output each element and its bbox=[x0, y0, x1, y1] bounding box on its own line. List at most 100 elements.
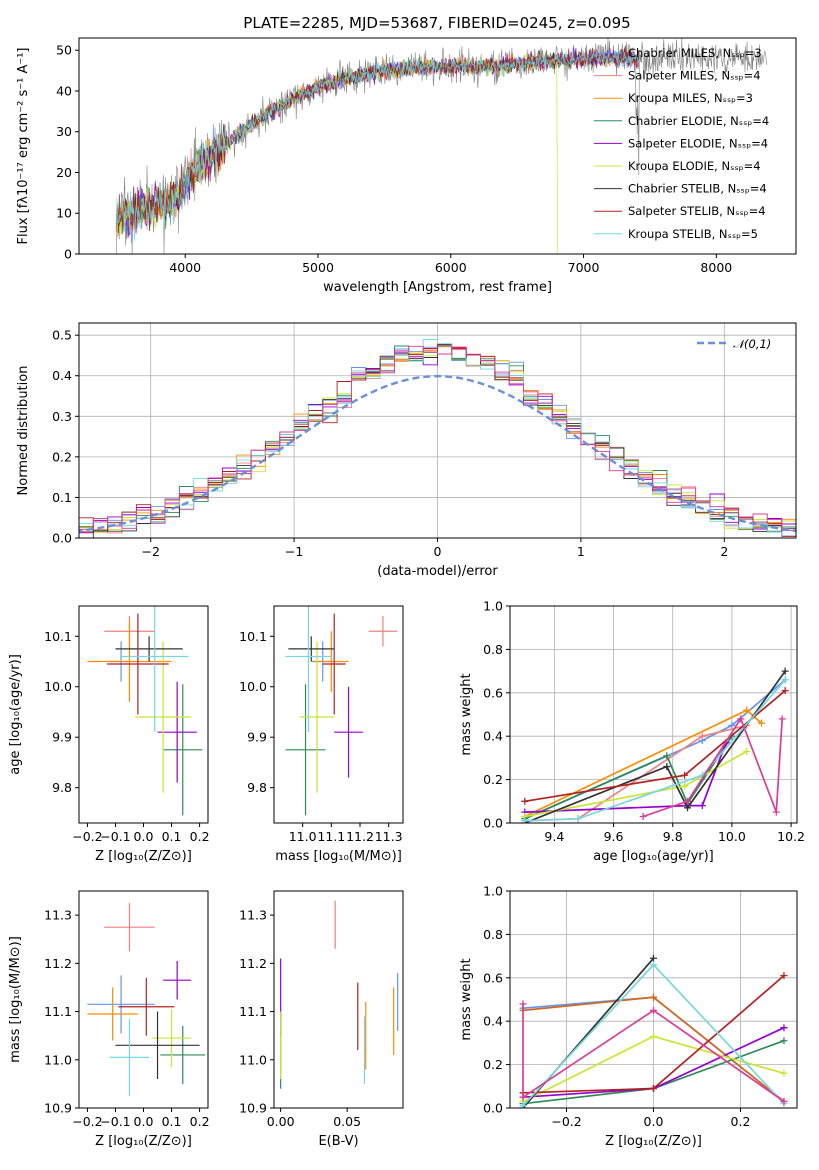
y-tick-label: 11.0 bbox=[44, 1052, 72, 1067]
weight-marker bbox=[780, 1037, 788, 1045]
y-tick-label: 10.0 bbox=[44, 679, 72, 694]
y-tick-label: 10.1 bbox=[44, 629, 72, 644]
y-tick-label: 1.0 bbox=[483, 884, 503, 899]
weight_vs_age-xlabel: age [log₁₀(age/yr)] bbox=[593, 849, 714, 864]
weight-marker bbox=[650, 954, 657, 962]
errorbar-point bbox=[163, 960, 192, 1000]
x-tick-label: 0.2 bbox=[731, 1114, 751, 1129]
x-tick-label: 0 bbox=[434, 544, 442, 559]
errorbar-point bbox=[285, 684, 326, 816]
mass_vs_EBV-plot-area bbox=[280, 900, 399, 1089]
x-tick-label: 0.1 bbox=[162, 829, 182, 844]
spectrum-frame bbox=[78, 37, 797, 255]
spectrum-xlabel: wavelength [Angstrom, rest frame] bbox=[323, 280, 552, 295]
weight-marker bbox=[663, 763, 671, 771]
errorbar-point bbox=[87, 987, 138, 1041]
legend-label: Salpeter MILES, Nₛₛₚ=4 bbox=[628, 69, 761, 83]
y-tick-label: 0.1 bbox=[52, 490, 72, 505]
weight-marker bbox=[663, 752, 671, 760]
weight-marker bbox=[519, 1093, 527, 1101]
errorbar-point bbox=[163, 684, 203, 816]
weight-marker bbox=[574, 815, 582, 823]
weight-marker bbox=[650, 1084, 657, 1092]
x-tick-label: 9.6 bbox=[604, 829, 624, 844]
errorbar-point bbox=[104, 903, 155, 952]
weight-line bbox=[524, 735, 733, 820]
errorbar-point bbox=[135, 641, 192, 793]
age_vs_Z-frame bbox=[78, 605, 209, 824]
weight-marker bbox=[521, 817, 529, 823]
y-tick-label: 50 bbox=[56, 43, 72, 58]
weight-marker bbox=[650, 1006, 657, 1014]
y-tick-label: 9.9 bbox=[52, 730, 72, 745]
weight-marker bbox=[519, 1102, 527, 1108]
y-tick-label: 0.8 bbox=[483, 927, 503, 942]
age_vs_mass-frame bbox=[273, 605, 404, 824]
x-tick-label: 4000 bbox=[169, 260, 201, 275]
age_vs_Z-xlabel: Z [log₁₀(Z/Z⊙)] bbox=[95, 849, 192, 864]
x-tick-label: 8000 bbox=[700, 260, 732, 275]
x-tick-label: −1 bbox=[285, 544, 303, 559]
y-tick-label: 10.1 bbox=[239, 629, 267, 644]
weight_vs_Z-ylabel: mass weight bbox=[459, 958, 474, 1040]
mass_vs_Z-plot-area bbox=[87, 903, 206, 1096]
y-tick-label: 11.1 bbox=[44, 1004, 72, 1019]
x-tick-label: −0.1 bbox=[100, 829, 130, 844]
y-tick-label: 0.8 bbox=[483, 642, 503, 657]
errorbar-point bbox=[314, 631, 349, 692]
x-tick-label: 0.0 bbox=[644, 1114, 664, 1129]
y-tick-label: 30 bbox=[56, 124, 72, 139]
legend-label: 𝒩(0,1) bbox=[733, 337, 771, 351]
y-tick-label: 11.2 bbox=[44, 956, 72, 971]
x-tick-label: −0.1 bbox=[100, 1114, 130, 1129]
residuals-axes: −2 −1 0 1 2 0.0 0.1 0.2 0.3 0.4 0.5 (data-model)/er… bbox=[16, 322, 797, 579]
weight-marker bbox=[772, 808, 780, 816]
legend-label: Chabrier ELODIE, Nₛₛₚ=4 bbox=[628, 114, 769, 128]
x-tick-label: 11.3 bbox=[375, 829, 403, 844]
y-tick-label: 11.3 bbox=[239, 908, 267, 923]
y-tick-label: 0.4 bbox=[483, 1014, 503, 1029]
x-tick-label: 0.0 bbox=[134, 829, 154, 844]
weight-marker bbox=[778, 715, 786, 723]
spectrum-axes: 4000 5000 6000 7000 8000 0 10 20 30 40 50 wavelengt… bbox=[16, 37, 797, 295]
y-tick-label: 9.8 bbox=[52, 780, 72, 795]
weight-line bbox=[524, 670, 786, 823]
residual-histogram bbox=[79, 345, 796, 531]
weight_vs_Z-xlabel: Z [log₁₀(Z/Z⊙)] bbox=[605, 1134, 702, 1149]
y-tick-label: 9.8 bbox=[247, 780, 267, 795]
spectrum-plot-area bbox=[115, 38, 768, 254]
x-tick-label: −0.2 bbox=[72, 829, 102, 844]
mass_vs_Z-frame bbox=[78, 890, 209, 1109]
weight-marker bbox=[650, 993, 657, 1001]
y-tick-label: 0.5 bbox=[52, 328, 72, 343]
y-tick-label: 11.3 bbox=[44, 908, 72, 923]
weight-marker bbox=[781, 667, 789, 675]
errorbar-point bbox=[285, 606, 332, 733]
y-tick-label: 0.3 bbox=[52, 409, 72, 424]
y-tick-label: 40 bbox=[56, 83, 72, 98]
residuals-ylabel: Normed distribution bbox=[16, 366, 31, 496]
spectrum-model-line bbox=[115, 48, 640, 241]
errorbar-point bbox=[288, 636, 335, 662]
errorbar-point bbox=[107, 613, 169, 715]
y-tick-label: 0.6 bbox=[483, 970, 503, 985]
mass_vs_Z-axes: −0.2−0.1 0.0 0.1 0.2 10.9 11.0 11.1 11.2 11.3 Z [… bbox=[8, 890, 210, 1149]
errorbar-point bbox=[299, 641, 335, 793]
weight-marker bbox=[743, 706, 751, 714]
x-tick-label: 9.8 bbox=[663, 829, 683, 844]
x-tick-label: −0.2 bbox=[72, 1114, 102, 1129]
weight-marker bbox=[757, 719, 765, 727]
weight-marker bbox=[780, 1069, 788, 1077]
x-tick-label: 0.00 bbox=[267, 1114, 295, 1129]
y-tick-label: 0.2 bbox=[52, 449, 72, 464]
x-tick-label: 6000 bbox=[435, 260, 467, 275]
y-tick-label: 10.9 bbox=[44, 1101, 72, 1116]
x-tick-label: 0.1 bbox=[162, 1114, 182, 1129]
weight-marker bbox=[780, 1097, 788, 1105]
x-tick-label: 1 bbox=[577, 544, 585, 559]
weight_vs_age-axes: 9.4 9.6 9.8 10.0 10.2 0.0 0.2 0.4 0.6 0.8 1.0 age [… bbox=[459, 599, 805, 865]
y-tick-label: 20 bbox=[56, 165, 72, 180]
weight-marker bbox=[698, 732, 706, 740]
y-tick-label: 11.1 bbox=[239, 1004, 267, 1019]
